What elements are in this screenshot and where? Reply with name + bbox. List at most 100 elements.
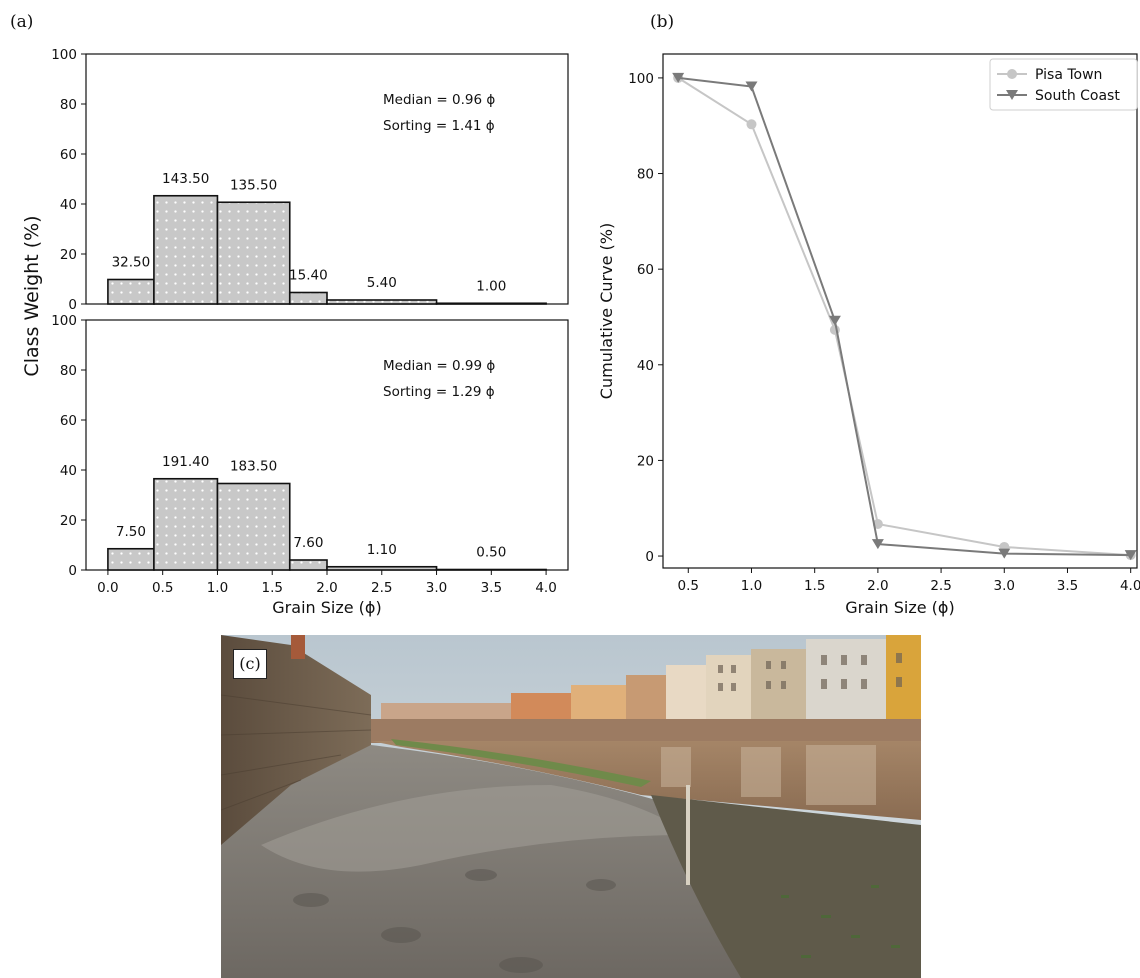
bar-value-label: 7.50	[116, 524, 146, 540]
legend-label-pisa-town: Pisa Town	[1035, 67, 1102, 83]
muddy-bank	[651, 795, 921, 978]
x-tick-label: 2.0	[867, 578, 888, 594]
histogram-bar	[216, 201, 291, 305]
histogram-bar	[326, 299, 438, 305]
histogram-bar	[107, 278, 155, 305]
legend-marker-south-coast	[1006, 90, 1018, 100]
bar-value-label: 1.00	[476, 278, 506, 294]
x-tick-label: 2.5	[930, 578, 951, 594]
series-line-south-coast	[678, 76, 1131, 557]
legend-marker-pisa-town	[1007, 69, 1017, 79]
data-point	[746, 119, 757, 130]
x-tick-label: 0.5	[152, 580, 173, 596]
data-point	[672, 72, 685, 83]
bar-value-label: 135.50	[230, 177, 277, 193]
series-line-pisa-town	[677, 77, 1131, 557]
histogram-bar	[288, 291, 328, 305]
histogram-bottom: 7.50 191.40 183.50 7.60 1.10 0.50 0 20 40 60 80 10…	[51, 313, 569, 596]
x-tick-label: 3.0	[426, 580, 447, 596]
grain-size-axis-label-a: Grain Size (ϕ)	[272, 598, 381, 617]
y-tick-label: 20	[60, 247, 77, 263]
histogram-bar	[153, 194, 219, 305]
bar-value-label: 1.10	[367, 542, 397, 558]
cumulative-plot: 0 20 40 60 80 100 0.5 1.0 1.5 2.0 2.5 3.0 3.5 4.0 Pi…	[628, 53, 1140, 594]
data-point	[829, 324, 840, 335]
histogram-bar	[435, 302, 547, 305]
photo-scene	[221, 635, 921, 978]
legend: Pisa Town South Coast	[989, 58, 1138, 111]
median-annotation-top: Median = 0.96 ϕ	[383, 92, 495, 108]
data-point	[745, 81, 758, 92]
bar-value-label: 0.50	[476, 545, 506, 561]
histogram-bar	[435, 568, 547, 571]
bar-value-label: 7.60	[293, 535, 323, 551]
y-tick-label: 60	[60, 147, 77, 163]
y-tick-label: 80	[60, 97, 77, 113]
y-tick-label: 60	[637, 262, 654, 278]
x-tick-label: 2.0	[316, 580, 337, 596]
legend-box	[989, 58, 1138, 111]
median-annotation-bottom: Median = 0.99 ϕ	[383, 358, 495, 374]
y-tick-label: 100	[628, 71, 654, 87]
histogram-bar	[153, 477, 219, 571]
x-tick-label: 3.5	[481, 580, 502, 596]
bar-value-label: 191.40	[162, 454, 209, 470]
river-wall	[221, 635, 371, 845]
x-tick-label: 0.0	[97, 580, 118, 596]
bar-value-label: 32.50	[112, 255, 151, 271]
river-bank-photo: (c)	[221, 635, 921, 978]
y-tick-label: 0	[68, 297, 77, 313]
x-tick-label: 1.5	[804, 578, 825, 594]
panel-label-a: (a)	[10, 12, 33, 32]
data-point	[998, 548, 1011, 559]
histogram-bar	[216, 482, 291, 571]
y-tick-label: 0	[68, 563, 77, 579]
y-tick-label: 100	[51, 47, 77, 63]
bar-value-label: 15.40	[289, 268, 328, 284]
histogram-bar	[288, 559, 328, 571]
data-point	[871, 539, 884, 550]
plot-frame-cumulative	[662, 53, 1138, 569]
y-tick-label: 20	[60, 513, 77, 529]
y-tick-label: 0	[645, 549, 654, 565]
riverside-buildings	[381, 635, 921, 725]
grain-size-axis-label-b: Grain Size (ϕ)	[845, 598, 954, 617]
measurement-stake	[686, 785, 690, 885]
y-tick-label: 40	[637, 358, 654, 374]
y-tick-label: 20	[637, 453, 654, 469]
y-tick-label: 40	[60, 463, 77, 479]
far-embankment	[371, 719, 921, 743]
tower	[291, 635, 305, 659]
sorting-annotation-top: Sorting = 1.41 ϕ	[383, 118, 495, 134]
x-tick-label: 3.0	[994, 578, 1015, 594]
x-tick-label: 1.0	[741, 578, 762, 594]
footprints	[293, 869, 616, 973]
bar-value-label: 143.50	[162, 171, 209, 187]
y-tick-label: 80	[60, 363, 77, 379]
sand-ridge	[261, 785, 691, 872]
legend-label-south-coast: South Coast	[1035, 88, 1120, 104]
panel-label-b: (b)	[650, 12, 674, 32]
x-tick-label: 4.0	[1120, 578, 1140, 594]
data-point	[828, 315, 841, 326]
x-tick-label: 1.5	[261, 580, 282, 596]
y-tick-label: 40	[60, 197, 77, 213]
histogram-bar	[107, 547, 155, 571]
cumulative-axis-label: Cumulative Curve (%)	[597, 223, 616, 399]
y-tick-label: 100	[51, 313, 77, 329]
data-point	[1124, 550, 1137, 561]
x-tick-label: 3.5	[1057, 578, 1078, 594]
y-tick-label: 80	[637, 167, 654, 183]
y-tick-label: 60	[60, 413, 77, 429]
sorting-annotation-bottom: Sorting = 1.29 ϕ	[383, 384, 495, 400]
x-tick-label: 1.0	[207, 580, 228, 596]
x-tick-label: 2.5	[371, 580, 392, 596]
histogram-bar	[326, 565, 438, 571]
x-tick-label: 0.5	[678, 578, 699, 594]
bar-value-label: 5.40	[367, 275, 397, 291]
grass-strip	[391, 739, 651, 787]
x-tick-label: 4.0	[535, 580, 556, 596]
panel-label-c: (c)	[233, 649, 267, 679]
class-weight-axis-label: Class Weight (%)	[21, 215, 43, 376]
